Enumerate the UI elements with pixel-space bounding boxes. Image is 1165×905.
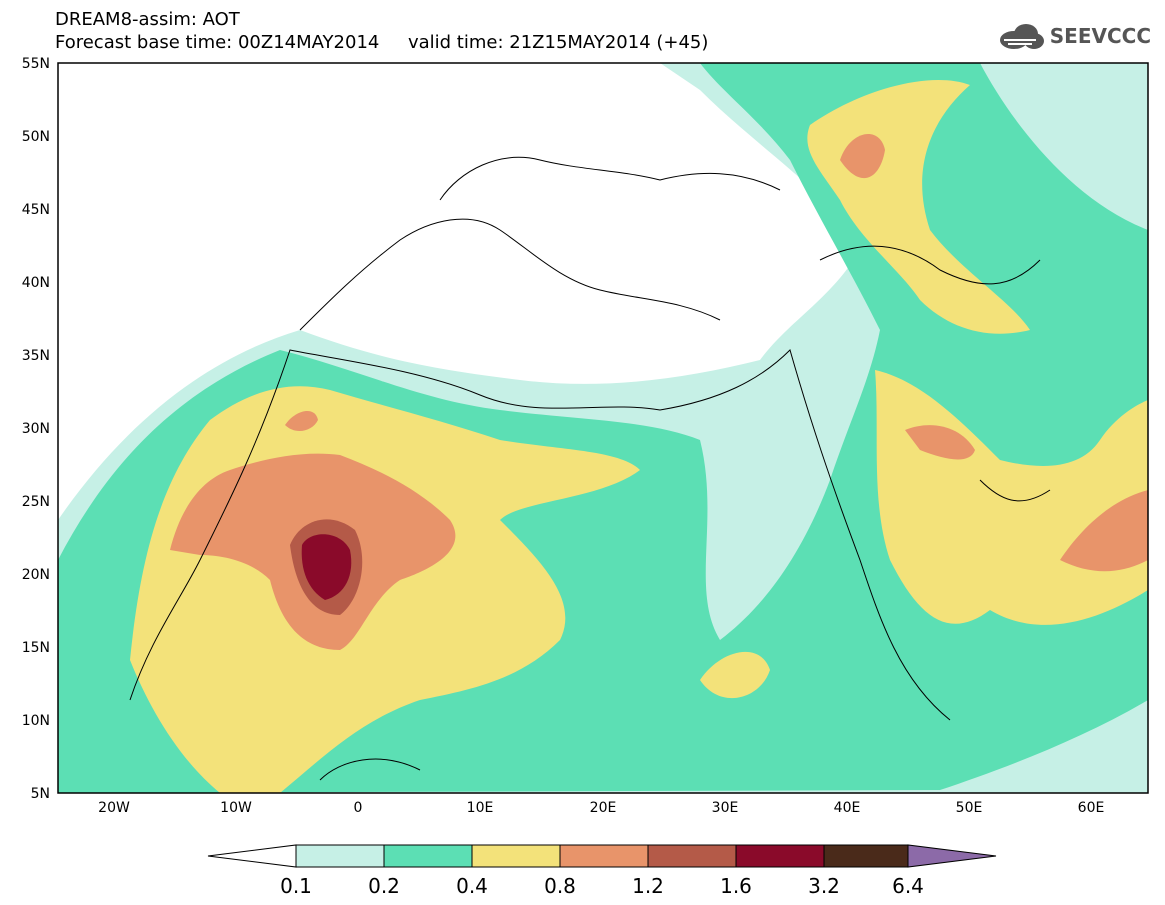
forecast-times: Forecast base time: 00Z14MAY2014 valid t… — [55, 32, 709, 53]
colorbar-swatch — [295, 844, 385, 868]
lat-axis: 55N 50N 45N 40N 35N 30N 25N 20N 15N 10N … — [22, 56, 50, 802]
lat-label: 35N — [22, 348, 50, 364]
cloud-icon — [999, 24, 1044, 49]
colorbar-label: 3.2 — [808, 874, 840, 898]
colorbar-low-arrow — [207, 844, 297, 868]
lat-label: 10N — [22, 713, 50, 729]
colorbar-swatch — [383, 844, 473, 868]
colorbar-swatch — [647, 844, 737, 868]
colorbar-labels: 0.1 0.2 0.4 0.8 1.2 1.6 3.2 6.4 — [280, 874, 924, 898]
aot-field-0-8 — [905, 425, 975, 460]
map-frame — [57, 62, 1149, 794]
lat-label: 55N — [22, 56, 50, 72]
colorbar-swatch — [735, 844, 825, 868]
lon-label: 20W — [98, 800, 130, 816]
colorbar-swatch — [823, 844, 909, 868]
logo-text: SEEVCCC — [1049, 24, 1151, 48]
aot-field-0-8 — [840, 133, 885, 179]
lat-label: 50N — [22, 129, 50, 145]
lat-label: 40N — [22, 275, 50, 291]
colorbar-label: 1.2 — [632, 874, 664, 898]
colorbar — [207, 844, 997, 868]
coastlines — [129, 156, 1051, 781]
aot-field-1-6 — [301, 534, 352, 600]
aot-field — [58, 63, 1148, 793]
lat-label: 30N — [22, 421, 50, 437]
lon-label: 20E — [590, 800, 617, 816]
colorbar-label: 0.8 — [544, 874, 576, 898]
colorbar-label: 6.4 — [892, 874, 924, 898]
colorbar-high-arrow — [907, 844, 997, 868]
aot-field-0-8 — [1060, 490, 1148, 572]
lon-label: 10E — [467, 800, 494, 816]
lon-label: 40E — [834, 800, 861, 816]
lon-label: 10W — [220, 800, 252, 816]
aot-field-0-8 — [285, 410, 318, 432]
lon-label: 30E — [712, 800, 739, 816]
lat-label: 15N — [22, 640, 50, 656]
lon-label: 50E — [956, 800, 983, 816]
lat-label: 45N — [22, 202, 50, 218]
lon-axis: 20W 10W 0 10E 20E 30E 40E 50E 60E — [98, 800, 1104, 816]
lat-label: 20N — [22, 567, 50, 583]
colorbar-swatch — [559, 844, 649, 868]
map-title: DREAM8-assim: AOT — [55, 9, 240, 30]
lon-label: 60E — [1078, 800, 1105, 816]
colorbar-label: 0.1 — [280, 874, 312, 898]
colorbar-label: 1.6 — [720, 874, 752, 898]
lat-label: 25N — [22, 494, 50, 510]
colorbar-label: 0.2 — [368, 874, 400, 898]
seevccc-logo: SEEVCCC — [996, 22, 1151, 50]
lon-label: 0 — [354, 800, 363, 816]
colorbar-swatch — [471, 844, 561, 868]
aot-field-0-4 — [700, 651, 770, 699]
lat-label: 5N — [31, 786, 50, 802]
colorbar-label: 0.4 — [456, 874, 488, 898]
